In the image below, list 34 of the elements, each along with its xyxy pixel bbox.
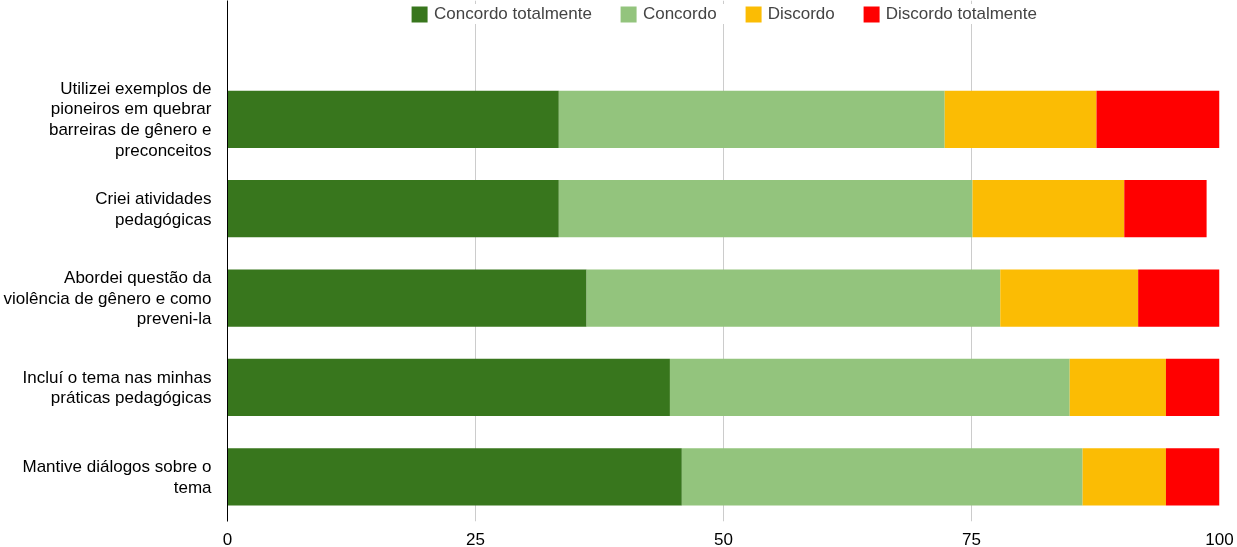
bar	[227, 358, 670, 417]
bar	[1165, 448, 1220, 506]
bar	[944, 90, 1097, 148]
legend-label: Concordo totalmente	[434, 4, 592, 24]
bar	[972, 180, 1125, 238]
legend-label: Discordo totalmente	[885, 4, 1037, 24]
x-tick-label: 100	[1205, 529, 1234, 547]
x-tick-label: 25	[466, 529, 485, 547]
bar	[586, 269, 1001, 327]
bar	[681, 448, 1083, 506]
y-tick-label: Criei atividades pedagógicas	[95, 188, 212, 229]
bar	[1000, 269, 1139, 327]
bar	[1124, 180, 1207, 238]
y-tick-label: Mantive diálogos sobre o tema	[22, 456, 213, 497]
bar	[558, 180, 973, 238]
bar	[227, 269, 587, 327]
bar	[227, 90, 559, 148]
y-tick-label: Abordei questão da violência de gênero e como preveni-la	[3, 267, 213, 329]
bar	[227, 180, 559, 238]
y-tick-label: Utilizei exemplos de pioneiros em quebrar barreiras de gênero e preconceitos	[48, 78, 212, 161]
legend-label: Concordo	[642, 4, 717, 24]
y-tick-label: Incluí o tema nas minhas práticas pedagógicas	[22, 367, 212, 408]
bar	[227, 448, 682, 506]
bar	[1138, 269, 1220, 327]
x-tick-label: 50	[714, 529, 733, 547]
x-tick-label: 75	[962, 529, 981, 547]
bar	[1069, 358, 1166, 417]
bar	[669, 358, 1070, 417]
x-tick-label: 0	[222, 529, 233, 547]
bar	[558, 90, 945, 148]
bar	[1165, 358, 1220, 417]
legend-label: Discordo	[767, 4, 835, 24]
bar	[1096, 90, 1220, 148]
bar	[1082, 448, 1166, 506]
